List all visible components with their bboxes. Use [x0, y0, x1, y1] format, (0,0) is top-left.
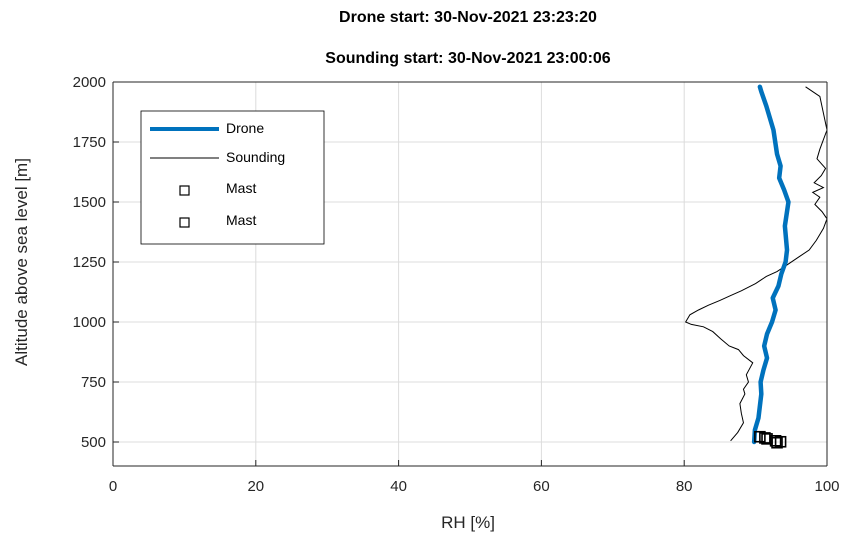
y-tick-label: 1500 — [73, 194, 106, 211]
x-tick-label: 20 — [247, 478, 264, 495]
legend-swatch-mast-2 — [179, 217, 190, 228]
y-tick-label: 2000 — [73, 74, 106, 91]
drone-line — [751, 84, 791, 445]
x-tick-label: 40 — [390, 478, 407, 495]
chart-subtitle: Sounding start: 30-Nov-2021 23:00:06 — [325, 50, 611, 67]
x-tick-label: 0 — [109, 478, 117, 495]
chart-title: Drone start: 30-Nov-2021 23:23:20 — [339, 9, 597, 26]
x-tick-label: 60 — [533, 478, 550, 495]
x-tick-label: 100 — [814, 478, 839, 495]
y-axis-label: Altitude above sea level [m] — [12, 158, 31, 366]
y-tick-label: 1250 — [73, 254, 106, 271]
x-tick-label: 80 — [676, 478, 693, 495]
y-tick-label: 750 — [81, 374, 106, 391]
x-axis-label: RH [%] — [441, 513, 495, 532]
legend-label-mast-1: Mast — [226, 180, 256, 196]
legend-label-drone: Drone — [226, 120, 264, 136]
legend: Drone Sounding Mast Mast — [140, 110, 325, 245]
mast-marker-2 — [774, 435, 787, 448]
mast-marker-2 — [771, 436, 783, 449]
y-tick-label: 500 — [81, 434, 106, 451]
legend-box — [140, 110, 325, 245]
legend-label-mast-2: Mast — [226, 212, 256, 228]
sounding-line — [684, 86, 827, 442]
legend-swatch-mast-1 — [179, 185, 190, 196]
y-tick-label: 1000 — [73, 314, 106, 331]
legend-label-sounding: Sounding — [226, 149, 285, 165]
y-tick-label: 1750 — [73, 134, 106, 151]
